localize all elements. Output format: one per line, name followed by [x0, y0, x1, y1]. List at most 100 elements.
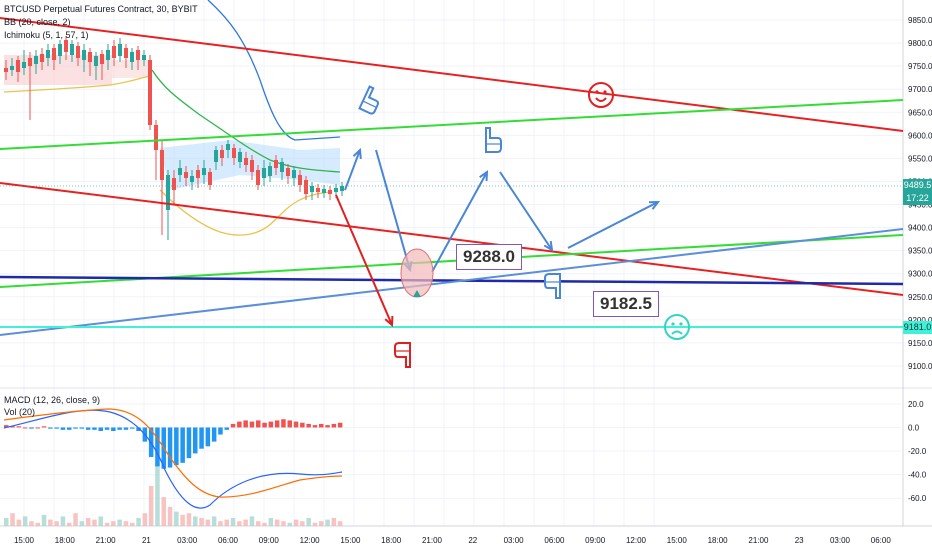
candle-body: [22, 62, 26, 68]
projection-arrow-3: [431, 171, 488, 273]
candle-body: [172, 178, 176, 190]
volume-bar: [268, 518, 274, 526]
candle-body: [124, 48, 128, 58]
volume-bar: [10, 513, 15, 526]
price-tick-label: 9850.0: [908, 16, 932, 25]
volume-bar: [104, 522, 110, 526]
projection-arrow-2: [375, 149, 411, 271]
candle-body: [10, 66, 14, 70]
time-tick-label: 15:00: [14, 536, 35, 545]
volume-bar: [22, 516, 28, 526]
candle-body: [4, 68, 8, 72]
macd-histogram-bar: [319, 423, 324, 428]
price-label-9288[interactable]: 9288.0: [456, 244, 522, 270]
volume-bar: [54, 521, 59, 526]
candle-body: [52, 48, 56, 60]
macd-legend: MACD (12, 26, close, 9): [4, 395, 101, 405]
time-tick-label: 21: [142, 536, 151, 545]
sad-face-icon-eye: [679, 322, 683, 326]
macd-histogram-bar: [243, 420, 248, 428]
volume-bar: [300, 521, 305, 526]
candle-body: [256, 170, 260, 185]
volume-bar: [199, 518, 204, 526]
candlesticks: [4, 36, 344, 240]
ichimoku-cloud-red-2: [112, 60, 150, 78]
volume-bar: [174, 511, 179, 526]
sad-face-icon-outline: [664, 314, 690, 340]
candle-body: [34, 56, 38, 64]
volume-bar: [130, 522, 135, 526]
green-trendline-upper: [0, 99, 904, 150]
macd-tick-label: 0.0: [908, 423, 920, 432]
macd-histogram-bar: [337, 422, 343, 428]
candle-body: [100, 54, 104, 64]
volume-bar: [98, 516, 103, 526]
macd-histogram-bar: [79, 427, 85, 429]
target-ellipse: [400, 248, 434, 298]
time-tick-label: 18:00: [381, 536, 402, 545]
macd-histogram-bar: [300, 422, 305, 428]
countdown-tag: 17:22: [903, 192, 932, 205]
volume-bar: [211, 516, 217, 526]
happy-face-icon-eye: [603, 90, 607, 94]
macd-histogram-bar: [268, 421, 274, 428]
support-price-tag: 9181.0: [903, 321, 932, 334]
volume-bar: [92, 519, 97, 526]
candle-body: [154, 125, 158, 150]
time-tick-label: 09:00: [585, 536, 606, 545]
macd-histogram-bar: [312, 425, 318, 428]
macd-tick-label: -40.0: [908, 471, 927, 480]
projection-arrow-5: [567, 201, 659, 249]
macd-histogram-bar: [306, 423, 311, 428]
candle-body: [16, 60, 20, 72]
volume-bar: [262, 522, 267, 526]
candle-body: [304, 180, 308, 194]
macd-histogram-bar: [35, 427, 40, 429]
macd-histogram-bar: [67, 427, 72, 430]
macd-histogram-bar: [123, 427, 129, 430]
macd-histogram-bar: [186, 427, 192, 459]
ichimoku-lagging-line: [3, 75, 331, 236]
candle-body: [112, 46, 116, 58]
bb-legend: BB (20, close, 2): [4, 17, 71, 27]
price-tick-label: 9450.0: [908, 201, 932, 210]
candle-body: [334, 188, 338, 192]
volume-bar: [319, 521, 324, 526]
sad-face-icon-mouth: [671, 330, 683, 335]
candle-body: [106, 50, 110, 60]
bb-upper-line: [207, 0, 341, 141]
candle-body: [286, 168, 290, 176]
volume-bar: [256, 521, 261, 526]
hand-pointer-icon-3-outline: [544, 273, 561, 299]
candle-body: [76, 46, 80, 58]
time-tick-label: 22: [468, 536, 477, 545]
macd-histogram-bar: [274, 420, 280, 428]
time-tick-label: 15:00: [340, 536, 361, 545]
macd-histogram-bar: [111, 427, 116, 432]
steel-trendline: [0, 228, 904, 336]
candle-body: [190, 176, 194, 182]
macd-histogram-bar: [85, 427, 91, 430]
macd-histogram-bar: [48, 427, 53, 429]
volume-bar: [60, 516, 66, 526]
candle-body: [244, 158, 248, 165]
volume-bar: [142, 513, 148, 526]
volume-bar: [243, 519, 248, 526]
volume-bar: [205, 519, 211, 526]
volume-bar: [148, 486, 154, 526]
last-price-tag: 9489.5: [903, 179, 932, 192]
macd-tick-label: -60.0: [908, 494, 927, 503]
trend-lines: [0, 17, 904, 368]
time-tick-label: 21:00: [748, 536, 769, 545]
candle-body: [280, 162, 284, 172]
volume-bar: [167, 506, 173, 526]
candle-body: [202, 168, 206, 175]
candle-body: [250, 160, 254, 172]
projection-arrow-4: [499, 171, 553, 251]
price-tick-label: 9200.0: [908, 316, 932, 325]
volume-bar: [123, 521, 129, 526]
volume-bar: [180, 514, 185, 526]
price-label-9182[interactable]: 9182.5: [593, 291, 659, 317]
volume-bar: [281, 521, 286, 526]
